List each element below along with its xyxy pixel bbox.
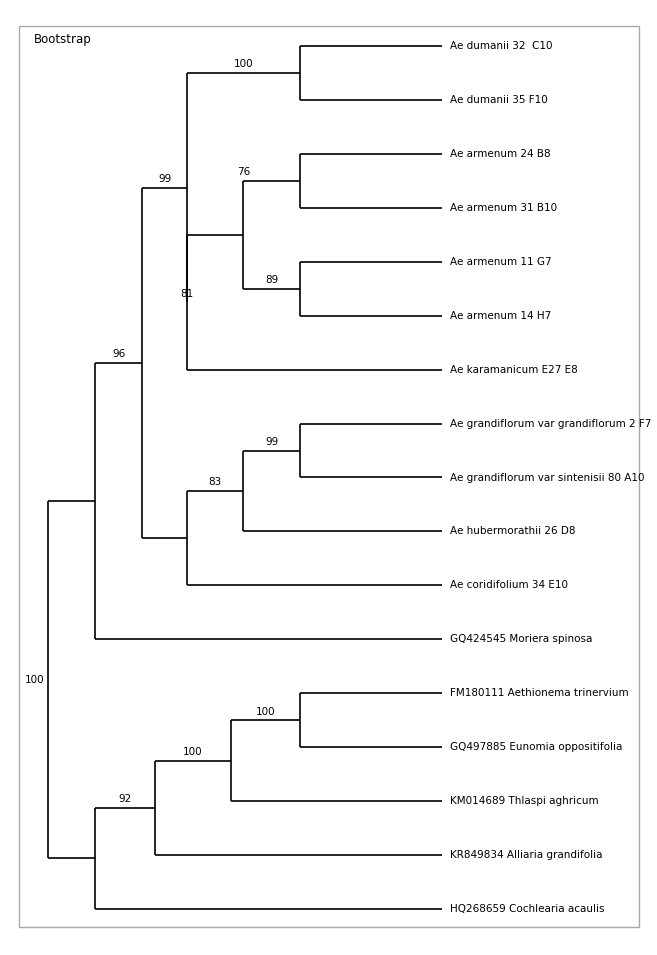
Text: 81: 81 bbox=[180, 288, 193, 299]
Text: 99: 99 bbox=[265, 436, 279, 447]
Text: 92: 92 bbox=[118, 795, 131, 804]
Text: 99: 99 bbox=[158, 174, 171, 184]
Text: GQ424545 Moriera spinosa: GQ424545 Moriera spinosa bbox=[449, 634, 592, 645]
Text: Bootstrap: Bootstrap bbox=[34, 32, 92, 46]
Text: Ae karamanicum E27 E8: Ae karamanicum E27 E8 bbox=[449, 365, 578, 374]
Text: 76: 76 bbox=[237, 167, 250, 178]
Text: 96: 96 bbox=[112, 350, 125, 359]
Text: Ae armenum 14 H7: Ae armenum 14 H7 bbox=[449, 310, 551, 321]
Text: HQ268659 Cochlearia acaulis: HQ268659 Cochlearia acaulis bbox=[449, 904, 604, 914]
Text: 100: 100 bbox=[183, 747, 203, 757]
Text: KM014689 Thlaspi aghricum: KM014689 Thlaspi aghricum bbox=[449, 796, 599, 806]
Text: FM180111 Aethionema trinervium: FM180111 Aethionema trinervium bbox=[449, 689, 628, 698]
Text: Ae dumanii 32  C10: Ae dumanii 32 C10 bbox=[449, 41, 552, 51]
Text: 89: 89 bbox=[265, 275, 279, 286]
Text: 100: 100 bbox=[256, 707, 275, 716]
Text: KR849834 Alliaria grandifolia: KR849834 Alliaria grandifolia bbox=[449, 850, 602, 860]
Text: Ae dumanii 35 F10: Ae dumanii 35 F10 bbox=[449, 95, 547, 105]
Text: Ae grandiflorum var grandiflorum 2 F7: Ae grandiflorum var grandiflorum 2 F7 bbox=[449, 418, 651, 429]
Text: Ae coridifolium 34 E10: Ae coridifolium 34 E10 bbox=[449, 581, 568, 590]
Text: 83: 83 bbox=[208, 478, 221, 487]
Text: Ae armenum 31 B10: Ae armenum 31 B10 bbox=[449, 202, 556, 213]
Text: Ae armenum 24 B8: Ae armenum 24 B8 bbox=[449, 149, 550, 159]
Text: Ae armenum 11 G7: Ae armenum 11 G7 bbox=[449, 257, 551, 266]
Text: 100: 100 bbox=[233, 59, 253, 70]
Text: Ae grandiflorum var sintenisii 80 A10: Ae grandiflorum var sintenisii 80 A10 bbox=[449, 473, 644, 482]
Text: 100: 100 bbox=[25, 675, 45, 685]
Text: Ae hubermorathii 26 D8: Ae hubermorathii 26 D8 bbox=[449, 526, 575, 537]
Text: GQ497885 Eunomia oppositifolia: GQ497885 Eunomia oppositifolia bbox=[449, 742, 622, 753]
